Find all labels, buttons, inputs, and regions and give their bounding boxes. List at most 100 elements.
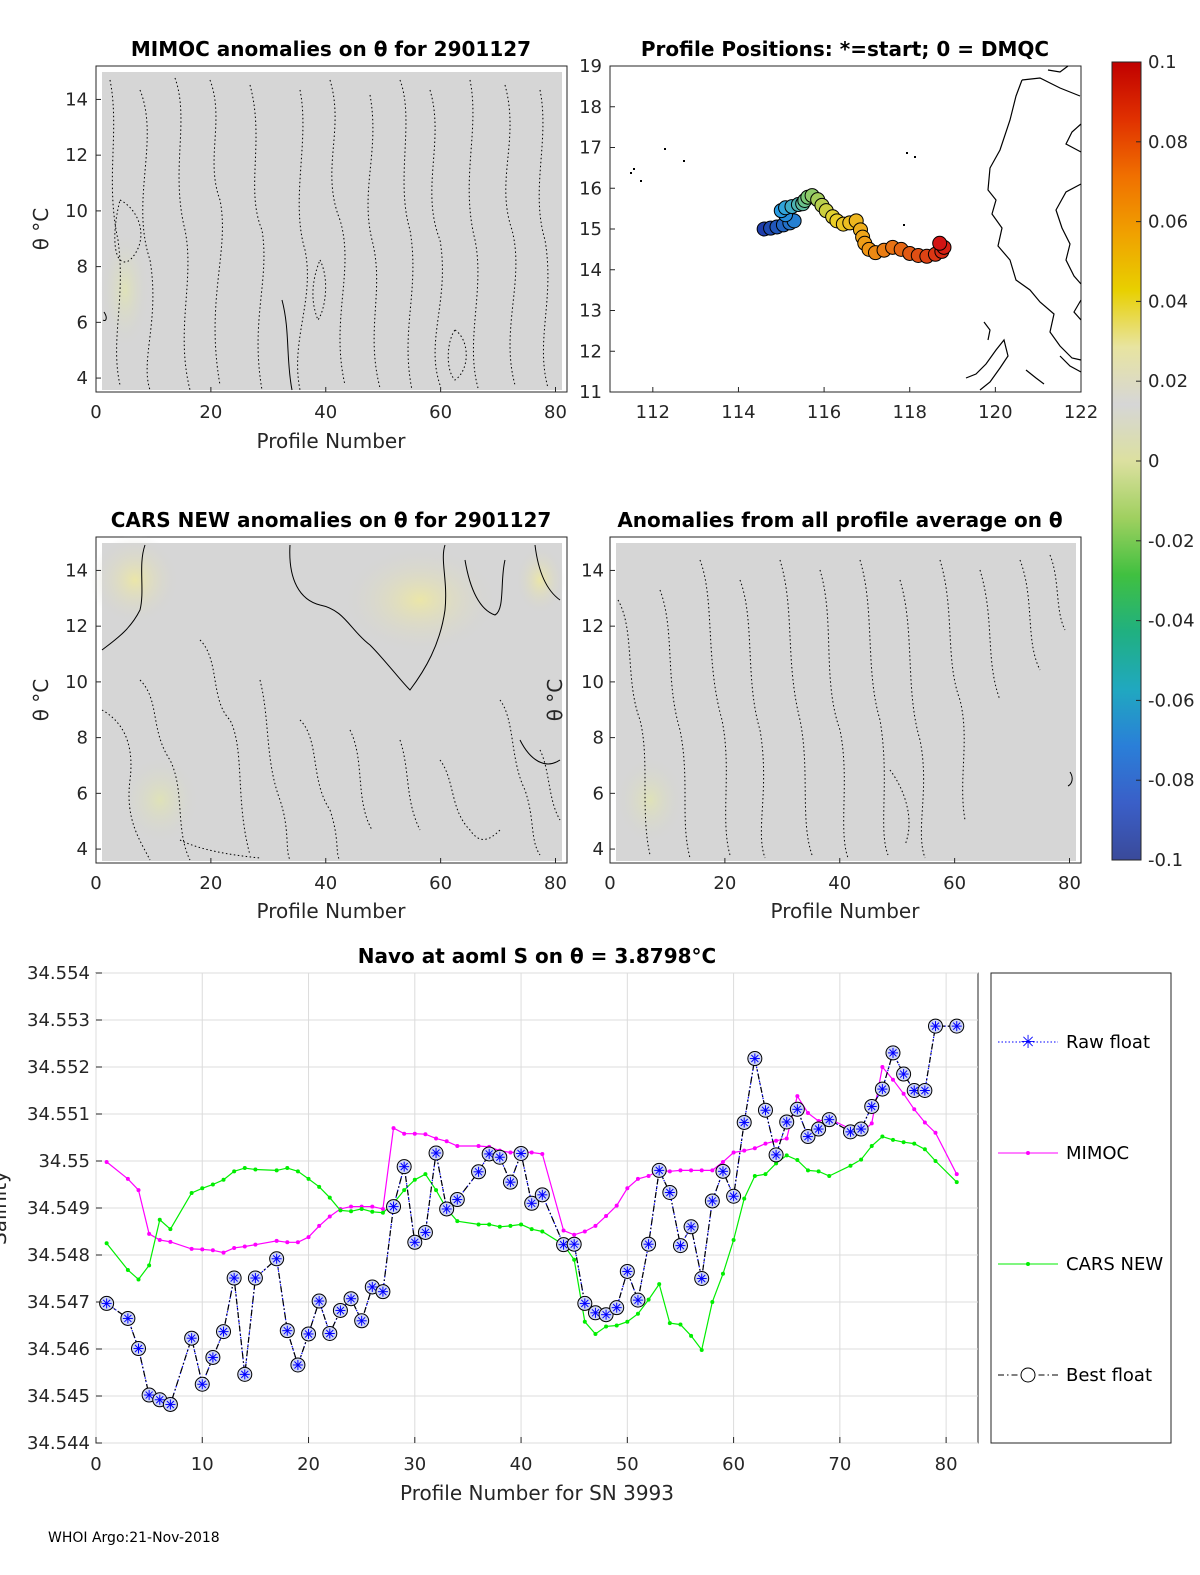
colorbar-tick: -0.08: [1148, 770, 1195, 791]
raw-float-point: [930, 1021, 941, 1032]
mimoc-point: [710, 1168, 715, 1173]
raw-float-point: [696, 1273, 707, 1284]
mimoc-title: MIMOC anomalies on θ for 2901127: [131, 37, 531, 61]
series-line-mimoc: [106, 1065, 958, 1254]
raw-float-point: [367, 1281, 378, 1292]
mimoc-point: [402, 1131, 407, 1136]
cars-point: [922, 1147, 927, 1152]
cars-point: [157, 1217, 162, 1222]
profile-position-point: [932, 235, 948, 251]
cars-point: [200, 1186, 205, 1191]
positions-ytick: 12: [579, 341, 602, 362]
cars-point: [380, 1210, 385, 1215]
raw-float-point: [866, 1101, 877, 1112]
cars-xtick: 40: [314, 873, 337, 894]
raw-float-point: [399, 1161, 410, 1172]
mimoc-point: [317, 1223, 322, 1228]
cars-point: [890, 1137, 895, 1142]
positions-ytick: 15: [579, 219, 602, 240]
raw-float-point: [431, 1148, 442, 1159]
salinity-xtick: 60: [722, 1454, 745, 1475]
cars-point: [805, 1168, 810, 1173]
raw-float-point: [643, 1239, 654, 1250]
mimoc-point: [593, 1223, 598, 1228]
colorbar-tick: -0.02: [1148, 531, 1195, 552]
mimoc-point: [476, 1143, 481, 1148]
raw-float-point: [314, 1296, 325, 1307]
salinity-ytick: 34.547: [27, 1292, 90, 1313]
cars-ytick: 12: [65, 616, 88, 637]
positions-ytick: 11: [579, 382, 602, 403]
salinity-ytick: 34.554: [27, 963, 90, 984]
cars-point: [306, 1176, 311, 1181]
raw-float-point: [133, 1343, 144, 1354]
allavg-panel: [609, 536, 1082, 864]
mimoc-ylabel: θ °C: [29, 208, 53, 251]
cars-point: [529, 1227, 534, 1232]
mimoc-ytick: 8: [77, 257, 88, 278]
mimoc-ytick: 6: [77, 312, 88, 333]
mimoc-point: [434, 1136, 439, 1141]
mimoc-point: [774, 1138, 779, 1143]
raw-float-point: [484, 1148, 495, 1159]
positions-ytick: 17: [579, 138, 602, 159]
raw-float-point: [186, 1333, 197, 1344]
mimoc-point: [604, 1213, 609, 1218]
cars-point: [497, 1224, 502, 1229]
salinity-ytick: 34.544: [27, 1433, 90, 1454]
allavg-ytick: 4: [593, 839, 604, 860]
positions-title: Profile Positions: *=start; 0 = DMQC: [641, 37, 1049, 61]
raw-float-point: [165, 1399, 176, 1410]
raw-float-point: [420, 1227, 431, 1238]
mimoc-point: [210, 1248, 215, 1253]
allavg-title: Anomalies from all profile average on θ: [617, 508, 1062, 532]
salinity-grid: [95, 972, 978, 1444]
raw-float-point: [282, 1325, 293, 1336]
raw-float-point: [717, 1166, 728, 1177]
cars-point: [434, 1188, 439, 1193]
cars-point: [614, 1323, 619, 1328]
raw-float-point: [813, 1124, 824, 1135]
mimoc-point: [572, 1232, 577, 1237]
mimoc-point: [614, 1203, 619, 1208]
mimoc-point: [742, 1148, 747, 1153]
allavg-xtick: 20: [713, 873, 736, 894]
raw-float-point: [739, 1117, 750, 1128]
cars-point: [954, 1180, 959, 1185]
mimoc-point: [253, 1242, 258, 1247]
mimoc-point: [646, 1174, 651, 1179]
raw-float-point: [802, 1131, 813, 1142]
raw-float-point: [377, 1286, 388, 1297]
legend-cars-label: CARS NEW: [1066, 1254, 1163, 1275]
mimoc-contours: [109, 77, 549, 391]
raw-float-point: [877, 1084, 888, 1095]
raw-float-point: [601, 1309, 612, 1320]
mimoc-xtick: 60: [429, 402, 452, 423]
raw-float-point: [675, 1240, 686, 1251]
cars-point: [582, 1319, 587, 1324]
raw-float-point: [664, 1187, 675, 1198]
raw-float-point: [197, 1379, 208, 1390]
raw-float-point: [611, 1302, 622, 1313]
raw-float-point: [516, 1148, 527, 1159]
cars-point: [710, 1300, 715, 1304]
colorbar-tick: -0.1: [1148, 850, 1183, 871]
mimoc-point: [200, 1247, 205, 1252]
colorbar-tick: 0: [1148, 451, 1159, 472]
legend-best-label: Best float: [1066, 1365, 1152, 1386]
raw-float-point: [101, 1298, 112, 1309]
mimoc-point: [306, 1235, 311, 1240]
raw-float-point: [845, 1126, 856, 1137]
legend-mimoc-label: MIMOC: [1066, 1143, 1129, 1164]
cars-point: [625, 1319, 630, 1324]
positions-ytick: 18: [579, 97, 602, 118]
cars-point: [147, 1263, 152, 1268]
mimoc-point: [805, 1111, 810, 1116]
allavg-xtick: 60: [943, 873, 966, 894]
cars-point: [210, 1182, 215, 1187]
colorbar-tick: 0.08: [1148, 132, 1188, 153]
mimoc-point: [274, 1238, 279, 1243]
cars-xtick: 80: [544, 873, 567, 894]
positions-ytick: 16: [579, 178, 602, 199]
cars-point: [593, 1331, 598, 1336]
